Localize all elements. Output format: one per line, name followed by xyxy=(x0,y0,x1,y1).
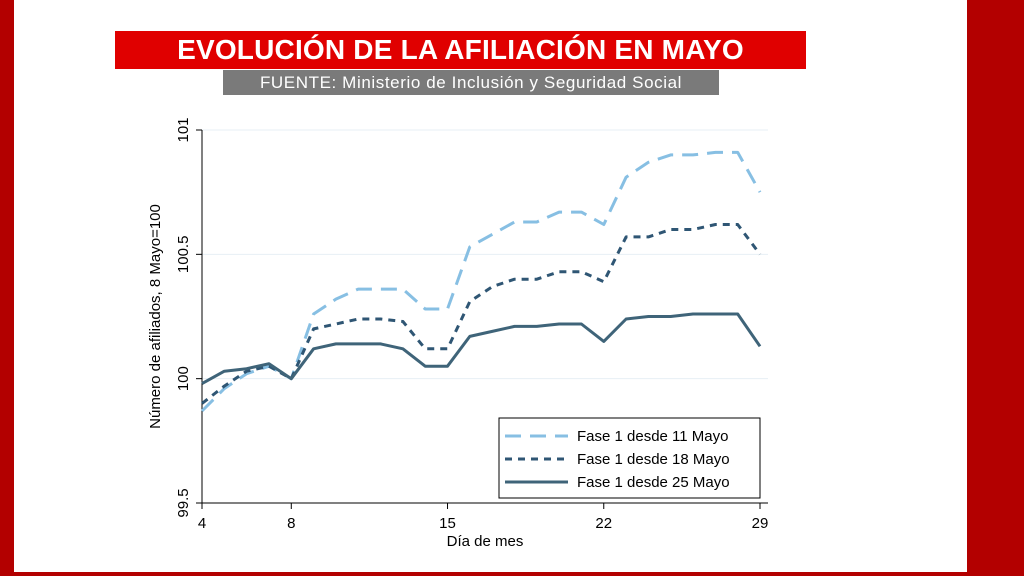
frame-right-border xyxy=(967,0,1024,576)
y-tick-label: 99.5 xyxy=(175,488,192,517)
line-chart: 99.5 100 100.5 101 4 8 15 22 29 Número de afili… xyxy=(147,117,769,550)
x-tick-label: 22 xyxy=(595,515,612,532)
chart-container: 99.5 100 100.5 101 4 8 15 22 29 Número de afili… xyxy=(120,100,840,560)
y-tick-label: 100 xyxy=(175,366,192,391)
legend-label: Fase 1 desde 18 Mayo xyxy=(577,451,730,468)
page-title: EVOLUCIÓN DE LA AFILIACIÓN EN MAYO xyxy=(115,31,806,69)
x-tick-label: 29 xyxy=(752,515,769,532)
x-axis-label: Día de mes xyxy=(447,533,524,550)
legend-box xyxy=(498,417,761,499)
y-axis-label: Número de afiliados, 8 Mayo=100 xyxy=(147,204,164,429)
legend-label: Fase 1 desde 25 Mayo xyxy=(577,474,730,491)
series-line xyxy=(201,312,762,385)
x-tick-label: 15 xyxy=(439,515,456,532)
series-line xyxy=(200,150,762,413)
axes xyxy=(201,130,768,504)
frame-left-border xyxy=(0,0,14,576)
y-tick-label: 101 xyxy=(175,117,192,142)
source-caption: FUENTE: Ministerio de Inclusión y Seguri… xyxy=(223,70,719,95)
x-tick-label: 4 xyxy=(198,515,206,532)
y-tick-label: 100.5 xyxy=(175,236,192,274)
y-ticks: 99.5 100 100.5 101 xyxy=(175,117,202,518)
legend-label: Fase 1 desde 11 Mayo xyxy=(577,428,728,445)
x-ticks: 4 8 15 22 29 xyxy=(198,503,769,532)
x-tick-label: 8 xyxy=(287,515,295,532)
series-lines xyxy=(200,150,762,413)
frame-bottom-border xyxy=(0,572,1024,576)
legend: Fase 1 desde 11 Mayo Fase 1 desde 18 Mayo… xyxy=(498,417,761,499)
